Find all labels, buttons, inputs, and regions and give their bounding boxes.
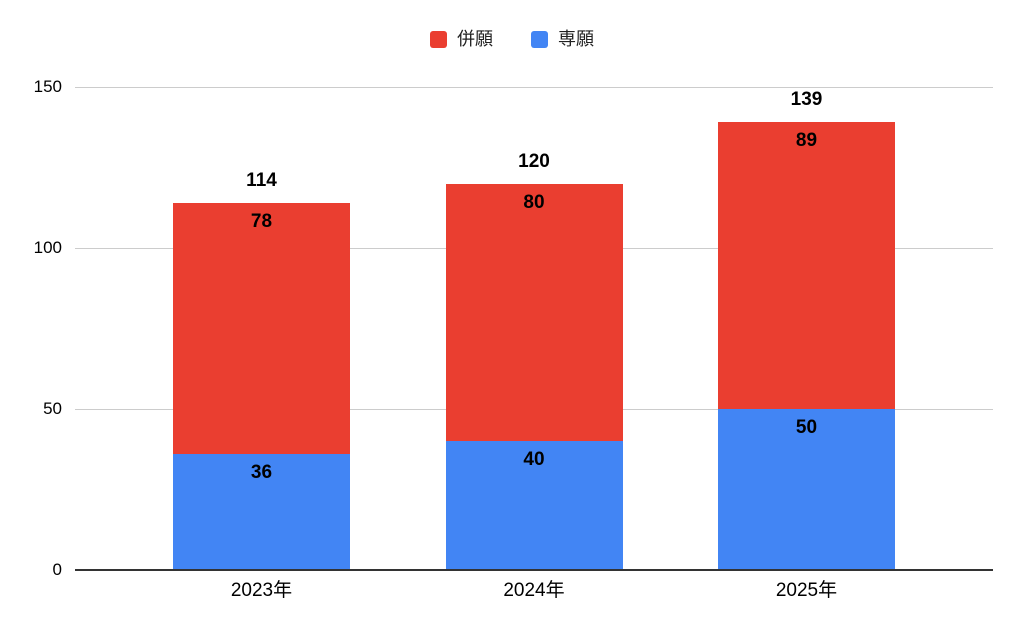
x-axis-line [75, 569, 993, 571]
chart-legend: 併願 専願 [0, 30, 1024, 48]
segment-value-label: 36 [250, 462, 273, 484]
bar-segment-専願-2025年: 50 [718, 409, 895, 570]
bar-segment-専願-2024年: 40 [445, 441, 623, 570]
bar-segment-併願-2025年: 89 [718, 122, 895, 409]
x-axis-tick-label-2025年: 2025年 [775, 580, 838, 601]
plot-area: 0 50 100 150 36 78 114 2023年 40 80 120 2024年 50 89 139… [34, 77, 993, 601]
legend-item-1: 専願 [531, 30, 594, 48]
segment-value-label: 80 [523, 191, 545, 213]
stacked-bar-2023年: 36 78 [173, 202, 350, 570]
legend-label: 専願 [558, 29, 594, 49]
legend-item-0: 併願 [430, 30, 493, 48]
segment-value-label: 50 [795, 417, 818, 438]
legend-swatch-icon [430, 30, 447, 48]
x-axis-tick-label-2023年: 2023年 [230, 580, 293, 601]
y-axis-tick-label-0: 0 [52, 560, 62, 579]
bar-segment-専願-2023年: 36 [173, 454, 350, 570]
y-axis-tick-label-100: 100 [33, 238, 62, 257]
segment-value-label: 40 [523, 449, 545, 471]
total-value-label-2025年: 139 [790, 89, 823, 111]
gridline-150 [75, 86, 993, 88]
legend-label: 併願 [457, 29, 493, 49]
bar-segment-併願-2023年: 78 [173, 202, 350, 455]
y-axis-tick-label-150: 150 [33, 77, 62, 96]
segment-value-label: 78 [250, 210, 273, 232]
segment-value-label: 89 [795, 130, 818, 152]
x-axis-tick-label-2024年: 2024年 [503, 580, 565, 601]
legend-swatch-icon [531, 30, 548, 48]
stacked-bar-2025年: 50 89 [718, 122, 895, 570]
total-value-label-2023年: 114 [246, 169, 277, 191]
y-axis-tick-label-50: 50 [43, 399, 62, 418]
bar-segment-併願-2024年: 80 [445, 183, 623, 442]
total-value-label-2024年: 120 [518, 150, 550, 172]
stacked-bar-2024年: 40 80 [445, 183, 623, 570]
